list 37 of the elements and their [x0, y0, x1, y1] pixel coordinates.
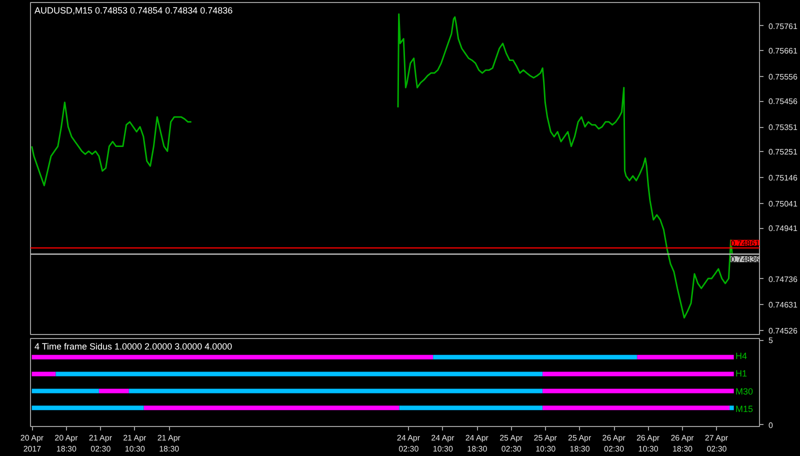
x-tick-label: 20 Apr 18:30 — [54, 434, 78, 454]
y-tick-label: 0.75456 — [768, 97, 798, 106]
annotation: H4 — [736, 351, 748, 362]
chart-title: AUDUSD,M15 0.74853 0.74854 0.74834 0.74836 — [34, 6, 233, 16]
y-tick-label: 0.75251 — [768, 148, 798, 157]
y-tick-label: 0.74526 — [768, 326, 798, 336]
annotation: M30 — [736, 386, 754, 396]
x-tick-label: 21 Apr 02:30 — [88, 434, 112, 454]
y-tick-label: 5 — [768, 336, 774, 346]
annotation: M15 — [736, 404, 754, 414]
x-tick-label: 26 Apr 10:30 — [636, 434, 660, 454]
y-tick-label: 0.75761 — [768, 22, 798, 31]
ref-line-label: 0.74861 — [730, 238, 760, 248]
x-tick-label: 26 Apr 02:30 — [602, 434, 626, 454]
y-tick-label: 0.75556 — [768, 72, 798, 82]
x-tick-label: 25 Apr 02:30 — [500, 434, 524, 454]
x-tick-label: 21 Apr 10:30 — [123, 434, 147, 454]
x-tick-label: 25 Apr 10:30 — [534, 434, 558, 454]
y-tick-label: 0.75146 — [768, 174, 798, 183]
x-tick-label: 25 Apr 18:30 — [568, 434, 592, 454]
y-tick-label: 0.74941 — [768, 224, 798, 234]
annotation: H1 — [736, 368, 748, 379]
y-tick-label: 0.75661 — [768, 46, 798, 56]
y-tick-label: 0.74736 — [768, 274, 798, 284]
x-tick-label: 20 Apr 2017 — [20, 434, 44, 454]
ref-line-label: 0.74836 — [730, 255, 760, 264]
chart-title: 4 Time frame Sidus 1.0000 2.0000 3.0000 4.0000 — [34, 342, 232, 352]
x-tick-label: 24 Apr 02:30 — [396, 434, 420, 454]
x-tick-label: 26 Apr 18:30 — [670, 434, 694, 454]
y-tick-label: 0.75041 — [768, 200, 798, 209]
x-tick-label: 21 Apr 18:30 — [157, 434, 181, 454]
y-tick-label: 0.75351 — [768, 123, 798, 132]
y-tick-label: 0 — [768, 420, 774, 430]
x-tick-label: 24 Apr 18:30 — [465, 434, 489, 454]
x-tick-label: 27 Apr 02:30 — [704, 434, 728, 454]
x-tick-label: 24 Apr 10:30 — [431, 434, 455, 454]
y-tick-label: 0.74631 — [768, 300, 798, 310]
